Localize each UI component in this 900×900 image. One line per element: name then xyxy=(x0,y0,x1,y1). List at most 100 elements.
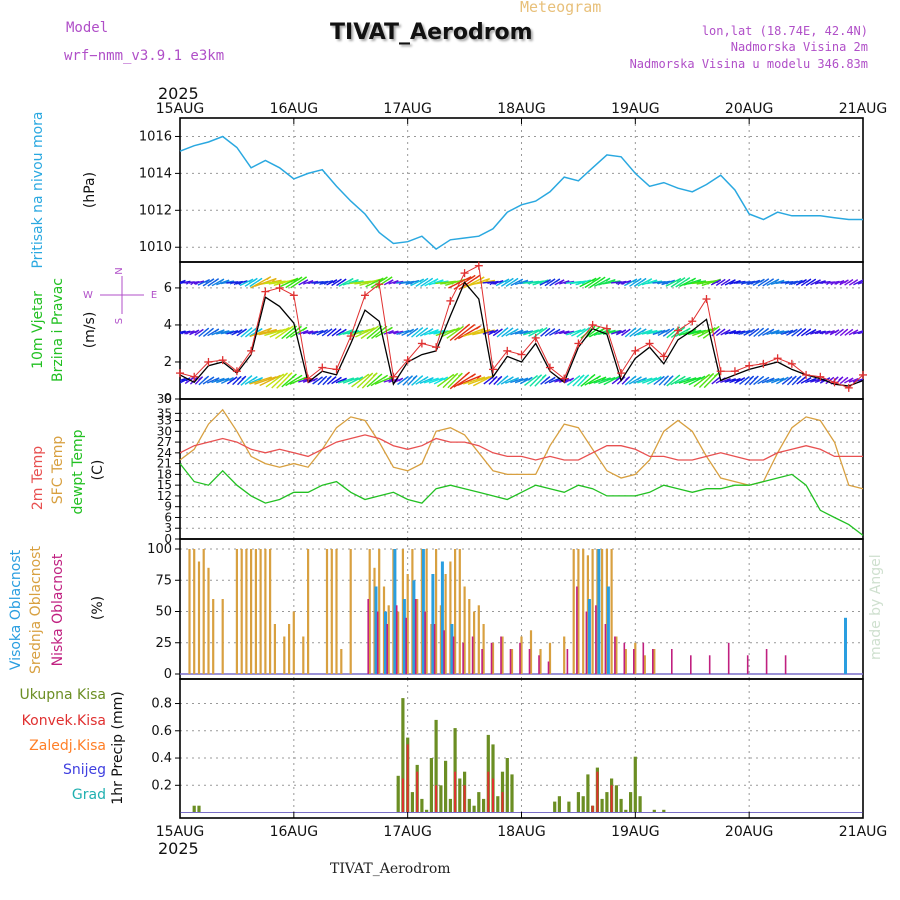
cloud-bar-srednja xyxy=(501,636,504,674)
wind-arrow-head xyxy=(585,327,590,332)
model-label: Model xyxy=(66,20,109,36)
cloud-bar-srednja xyxy=(221,599,224,674)
cloud-axis-title-high: Visoka Oblacnost xyxy=(8,549,24,670)
wind-arrow-head xyxy=(764,278,770,283)
wind-arrow-head xyxy=(664,375,669,380)
wind-arrow xyxy=(514,377,529,384)
wind-arrow xyxy=(258,329,282,336)
wind-arrow xyxy=(467,376,490,385)
cloud-bar-srednja xyxy=(444,574,447,674)
wind-arrow-head xyxy=(811,329,817,334)
cloud-bar-niska xyxy=(784,655,787,675)
wind-arrow xyxy=(701,278,721,287)
series-layer xyxy=(176,135,867,814)
precip-bar-total xyxy=(429,758,433,813)
wind-arrow-head xyxy=(331,328,337,333)
precip-bar-total xyxy=(576,792,580,813)
wind-gust-marker xyxy=(176,369,184,378)
wind-arrow xyxy=(249,327,272,338)
wind-arrow-head xyxy=(368,372,374,377)
cloud-bar-niska xyxy=(566,649,569,674)
elevation-label: Nadmorska Visina 2m xyxy=(730,40,868,54)
wind-arrow-head xyxy=(404,376,409,380)
wind-arrow-head xyxy=(676,278,682,282)
y-tick-label: 0.8 xyxy=(151,697,172,712)
cloud-bar-srednja xyxy=(463,586,466,674)
wind-arrow-head xyxy=(546,279,551,284)
wind-arrow-head xyxy=(736,378,741,382)
precip-bar-total xyxy=(477,792,481,813)
wind-arrow-head xyxy=(731,279,736,284)
wind-arrow-head xyxy=(209,278,215,283)
wind-arrow-head xyxy=(194,329,200,334)
wind-arrow-head xyxy=(198,328,204,333)
wind-arrow-head xyxy=(219,278,225,283)
cloud-bar-srednja xyxy=(378,549,381,674)
model-elevation-label: Nadmorska Visina u modelu 346.83m xyxy=(629,57,868,71)
wind-arrow-head xyxy=(418,327,424,332)
precip-legend-item: Konvek.Kisa xyxy=(22,713,106,729)
wind-arrow-head xyxy=(853,279,859,284)
wind-arrow-head xyxy=(453,372,459,377)
wind-arrow-head xyxy=(433,278,439,283)
wind-arrow-head xyxy=(466,276,472,281)
wind-arrow-head xyxy=(579,374,585,379)
y-tick-label: 39 xyxy=(157,392,172,406)
wind-arrow-head xyxy=(204,375,209,380)
temp-axis-title-dewpt: dewpt Temp xyxy=(70,429,86,514)
station-title: TIVAT_Aerodrom xyxy=(330,20,533,45)
wind-arrow-head xyxy=(266,276,272,281)
cloud-bar-srednja xyxy=(273,624,276,674)
wind-arrow xyxy=(462,376,486,385)
wind-arrow-head xyxy=(537,374,542,379)
cloud-bar-srednja xyxy=(197,561,201,674)
cloud-bar-niska xyxy=(490,642,493,675)
cloud-bar-niska xyxy=(765,649,768,674)
cloud-axis-title-mid: Srednja Oblacnost xyxy=(28,546,44,674)
wind-arrow xyxy=(641,377,658,384)
cloud-bar-niska xyxy=(746,655,749,675)
top-day-label: 17AUG xyxy=(383,101,432,117)
wind-arrow-head xyxy=(713,372,719,377)
wind-axis-title-2: Brzina i Pravac xyxy=(50,278,66,382)
cloud-bar-niska xyxy=(405,617,407,675)
precip-bar-convective xyxy=(435,785,438,813)
wind-arrow-head xyxy=(631,375,637,380)
wind-arrow xyxy=(355,327,375,338)
wind-arrow xyxy=(678,377,697,384)
wind-arrow xyxy=(519,330,534,335)
wind-arrow-head xyxy=(358,376,364,381)
y-tick-label: 30 xyxy=(157,424,172,438)
wind-arrow-head xyxy=(759,375,765,380)
wind-arrow xyxy=(180,330,191,335)
cloud-bar-niska xyxy=(585,611,588,674)
cloud-bar-srednja xyxy=(397,611,400,674)
top-day-label: 20AUG xyxy=(725,101,774,117)
wind-arrow xyxy=(400,280,415,284)
cloud-bar-srednja xyxy=(250,549,253,674)
precip-bar-total xyxy=(420,798,424,813)
wind-arrow-head xyxy=(388,279,394,284)
cloud-bar-niska xyxy=(604,624,607,674)
wind-arrow-head xyxy=(796,375,802,380)
wind-arrow-head xyxy=(492,376,498,380)
precip-bar-total xyxy=(553,801,557,813)
wind-arrow xyxy=(487,280,499,284)
wind-arrow-head xyxy=(740,377,746,382)
lonlat-label: lon,lat (18.74E, 42.4N) xyxy=(701,24,868,38)
wind-arrow xyxy=(463,327,486,337)
cloud-bar-niska xyxy=(595,605,597,675)
wind-arrow-head xyxy=(581,328,586,333)
wind-arrow-head xyxy=(508,277,514,282)
cloud-bar-srednja xyxy=(435,549,438,674)
wind-arrow-head xyxy=(848,279,854,284)
wind-gust-line xyxy=(179,264,864,389)
wind-arrow xyxy=(445,278,466,286)
dewpoint-line xyxy=(179,463,864,536)
wind-arrow-head xyxy=(241,375,247,380)
wind-arrow-head xyxy=(518,278,524,283)
cloud-bar-srednja xyxy=(615,636,618,674)
wind-arrow xyxy=(349,328,371,337)
wind-arrow xyxy=(307,330,319,335)
wind-arrow-head xyxy=(287,372,293,377)
